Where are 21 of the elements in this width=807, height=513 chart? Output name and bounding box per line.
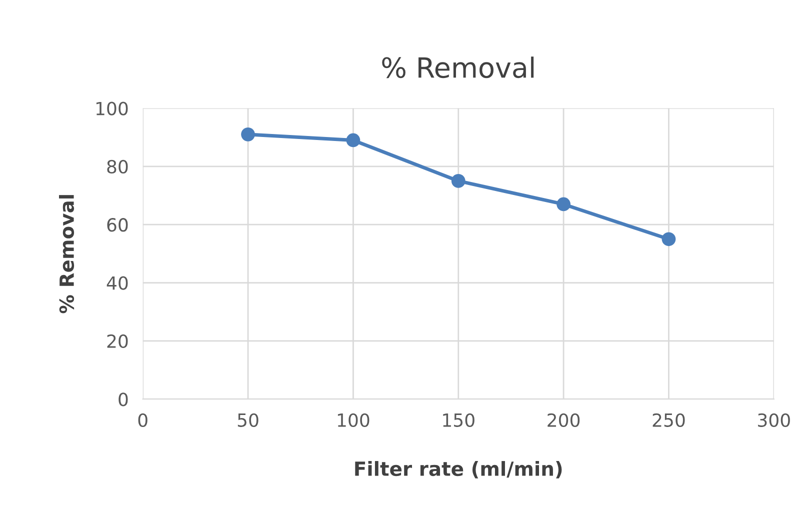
x-tick-label: 250 bbox=[652, 413, 685, 427]
x-tick-label: 50 bbox=[238, 413, 258, 427]
x-tick-label: 200 bbox=[548, 413, 580, 427]
y-tick-label: 20 bbox=[107, 334, 128, 348]
x-axis-title: Filter rate (ml/min) bbox=[355, 461, 562, 478]
x-tick-label: 100 bbox=[338, 413, 370, 427]
y-tick-label: 80 bbox=[107, 160, 128, 174]
x-tick-label: 150 bbox=[443, 413, 474, 427]
y-axis-title: % Removal bbox=[59, 195, 74, 314]
y-tick-label: 60 bbox=[107, 218, 128, 232]
y-tick-label: 100 bbox=[96, 102, 128, 116]
point bbox=[346, 133, 360, 148]
x-tick-label: 0 bbox=[138, 413, 148, 427]
chart-title: % Removal bbox=[382, 56, 534, 78]
point bbox=[241, 127, 255, 142]
y-tick-label: 40 bbox=[106, 276, 128, 290]
y-tick-label: 0 bbox=[118, 392, 128, 406]
point bbox=[556, 197, 570, 212]
point bbox=[662, 232, 676, 246]
x-tick-label: 300 bbox=[758, 413, 790, 427]
point bbox=[451, 174, 466, 188]
